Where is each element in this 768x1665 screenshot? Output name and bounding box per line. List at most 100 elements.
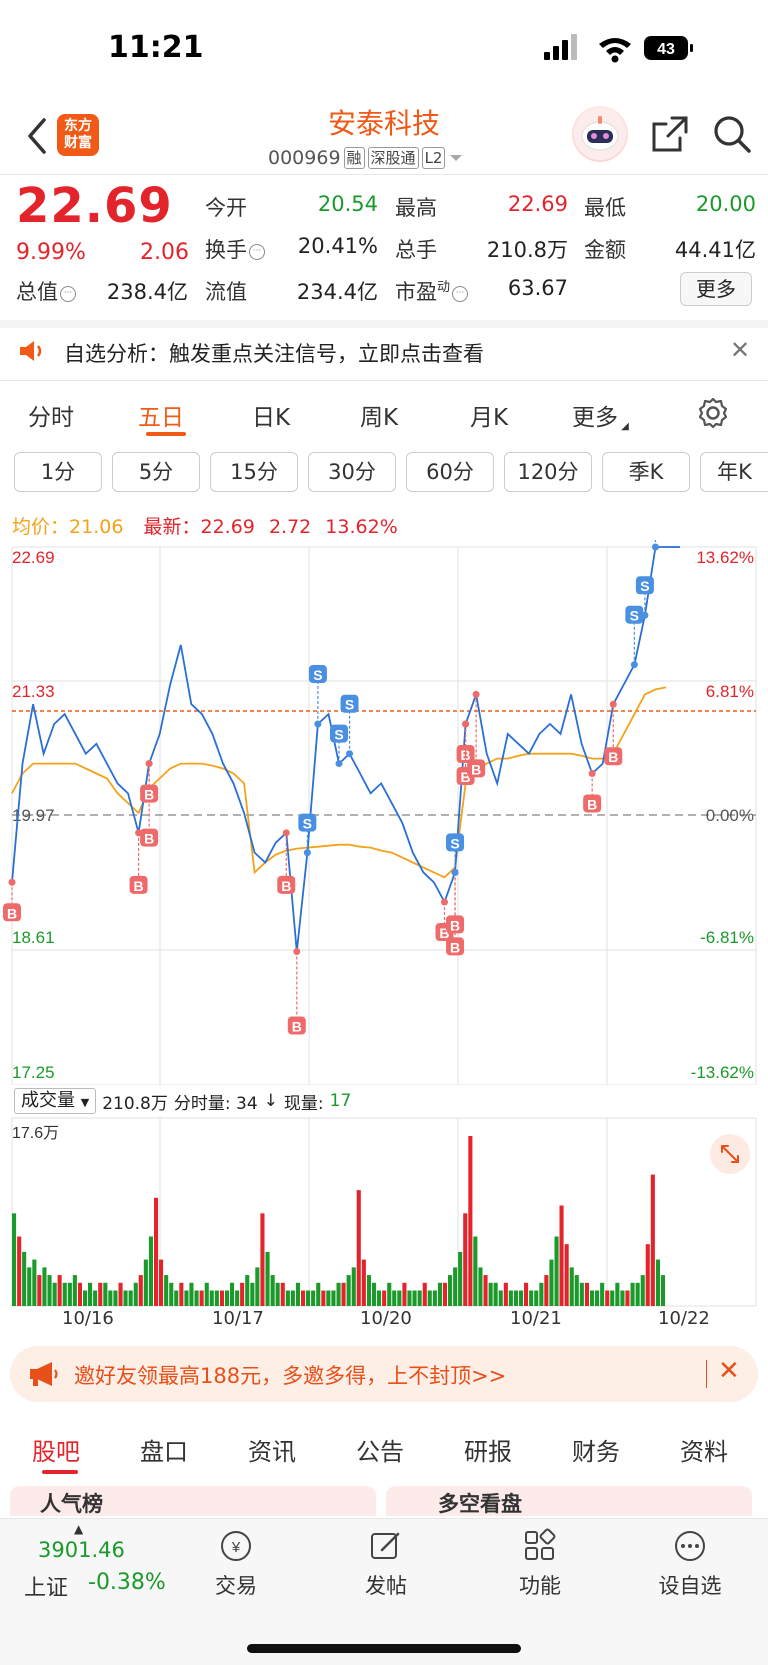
svg-text:S: S bbox=[313, 667, 322, 683]
tab-profile[interactable]: 资料 bbox=[680, 1438, 728, 1466]
volume-bar bbox=[169, 1282, 174, 1306]
index-name[interactable]: 上证 bbox=[24, 1576, 69, 1601]
tab-monthly-k[interactable]: 月K bbox=[470, 405, 509, 431]
volume-bar bbox=[57, 1275, 62, 1306]
gear-icon[interactable] bbox=[696, 396, 730, 430]
turnover-label[interactable]: 换手 ··· bbox=[205, 234, 265, 264]
tab-finance[interactable]: 财务 bbox=[572, 1438, 620, 1466]
share-icon[interactable] bbox=[650, 114, 690, 154]
interval-year-k[interactable]: 年K bbox=[700, 452, 768, 492]
nav-trade[interactable]: ¥ 交易 bbox=[186, 1528, 286, 1600]
tab-forum[interactable]: 股吧 bbox=[32, 1438, 80, 1466]
volume-bar bbox=[179, 1282, 184, 1306]
tab-more[interactable]: 更多 ◢ bbox=[572, 405, 629, 432]
five-day-price-chart[interactable]: 22.69 21.33 19.97 18.61 17.25 13.62% 6.8… bbox=[0, 540, 768, 1085]
long-short-label: 多空看盘 bbox=[438, 1492, 522, 1516]
promo-banner[interactable] bbox=[10, 1346, 758, 1402]
volume-bar bbox=[574, 1275, 579, 1306]
notice-close-icon[interactable]: ✕ bbox=[730, 336, 751, 364]
long-short-card[interactable] bbox=[386, 1486, 752, 1516]
promo-text[interactable]: 邀好友领最高188元，多邀多得，上不封顶>> bbox=[74, 1364, 507, 1388]
volume-bar bbox=[351, 1267, 356, 1306]
volume-bar bbox=[184, 1290, 189, 1306]
stock-code-row[interactable]: 000969 融 深股通 L2 bbox=[268, 144, 464, 172]
index-change[interactable]: -0.38% bbox=[88, 1570, 166, 1595]
expand-chart-button[interactable] bbox=[710, 1134, 750, 1174]
tab-research[interactable]: 研报 bbox=[464, 1438, 512, 1466]
bottom-tab-indicator bbox=[42, 1470, 78, 1474]
back-icon[interactable] bbox=[20, 114, 56, 158]
tab-daily-k[interactable]: 日K bbox=[252, 405, 291, 431]
volume-bar bbox=[402, 1282, 407, 1306]
popularity-card[interactable] bbox=[10, 1486, 376, 1516]
volume-bar bbox=[377, 1290, 382, 1306]
svg-text:B: B bbox=[134, 878, 144, 894]
volume-bar bbox=[458, 1251, 463, 1306]
volume-bar bbox=[569, 1267, 574, 1306]
more-button[interactable]: 更多 bbox=[680, 272, 752, 306]
volume-bar bbox=[513, 1290, 518, 1306]
volume-bar bbox=[412, 1290, 417, 1306]
tab-five-day[interactable]: 五日 bbox=[138, 405, 184, 431]
buy-signal-marker: B bbox=[287, 947, 306, 1035]
interval-5min[interactable]: 5分 bbox=[112, 452, 200, 492]
tab-announcements[interactable]: 公告 bbox=[356, 1438, 404, 1466]
price-tick: 17.25 bbox=[12, 1063, 55, 1082]
interval-1min[interactable]: 1分 bbox=[14, 452, 102, 492]
header-divider bbox=[0, 174, 768, 175]
sell-signal-marker: S bbox=[340, 694, 359, 758]
buy-signal-marker: B bbox=[467, 690, 486, 778]
volume-bar bbox=[503, 1282, 508, 1306]
volume-bar bbox=[372, 1282, 377, 1306]
volume-bar bbox=[321, 1290, 326, 1306]
tab-news[interactable]: 资讯 bbox=[248, 1438, 296, 1466]
index-value[interactable]: 3901.46 bbox=[38, 1538, 125, 1562]
volume-bar bbox=[590, 1290, 595, 1306]
volume-indicator-select[interactable]: 成交量 ▼ bbox=[14, 1088, 97, 1114]
buy-signal-marker: B bbox=[3, 878, 21, 922]
popularity-label: 人气榜 bbox=[40, 1492, 103, 1516]
nav-functions[interactable]: 功能 bbox=[490, 1528, 590, 1600]
svg-text:B: B bbox=[439, 925, 449, 941]
volume-bar bbox=[260, 1213, 265, 1306]
pct-tick: 13.62% bbox=[696, 548, 754, 567]
price-line bbox=[11, 546, 666, 952]
interval-quarter-k[interactable]: 季K bbox=[602, 452, 690, 492]
last-price-label: 最新： bbox=[143, 516, 201, 538]
notice-text[interactable]: 自选分析：触发重点关注信号，立即点击查看 bbox=[64, 342, 484, 366]
mktcap-label[interactable]: 总值 ··· bbox=[16, 276, 76, 306]
tab-intraday[interactable]: 分时 bbox=[28, 405, 74, 431]
search-icon[interactable] bbox=[712, 114, 752, 154]
app-logo[interactable]: 东方 财富 bbox=[57, 114, 99, 156]
volume-bar bbox=[22, 1251, 27, 1306]
pe-label[interactable]: 市盈动 ··· bbox=[395, 276, 469, 306]
tab-order-book[interactable]: 盘口 bbox=[140, 1438, 188, 1466]
index-up-arrow-icon: ▲ bbox=[74, 1522, 84, 1536]
pct-tick: -13.62% bbox=[691, 1063, 754, 1082]
volume-bar bbox=[519, 1290, 524, 1306]
volume-bar bbox=[27, 1267, 32, 1306]
volume-bar bbox=[42, 1267, 47, 1306]
buy-signal-marker: B bbox=[583, 769, 602, 813]
svg-text:S: S bbox=[303, 816, 312, 832]
promo-close-icon[interactable]: ✕ bbox=[718, 1356, 740, 1386]
high-label: 最高 bbox=[395, 196, 437, 220]
volume-bar bbox=[52, 1282, 57, 1306]
interval-60min[interactable]: 60分 bbox=[406, 452, 494, 492]
now-volume-value: 17 bbox=[329, 1091, 352, 1111]
pct-tick: -6.81% bbox=[700, 928, 754, 947]
volume-bar bbox=[240, 1282, 245, 1306]
interval-120min[interactable]: 120分 bbox=[504, 452, 592, 492]
volume-bar bbox=[255, 1267, 260, 1306]
open-value: 20.54 bbox=[317, 192, 378, 216]
robot-assistant-icon[interactable] bbox=[572, 106, 628, 162]
edit-icon bbox=[371, 1532, 400, 1559]
interval-30min[interactable]: 30分 bbox=[308, 452, 396, 492]
nav-add-watchlist[interactable]: 设自选 bbox=[640, 1528, 740, 1600]
volume-bar bbox=[620, 1290, 625, 1306]
nav-post[interactable]: 发帖 bbox=[336, 1528, 436, 1600]
volume-chart[interactable]: 17.6万 bbox=[0, 1116, 768, 1316]
interval-15min[interactable]: 15分 bbox=[210, 452, 298, 492]
content-peek: 人气榜 多空看盘 bbox=[0, 1486, 768, 1516]
tab-weekly-k[interactable]: 周K bbox=[360, 405, 399, 431]
